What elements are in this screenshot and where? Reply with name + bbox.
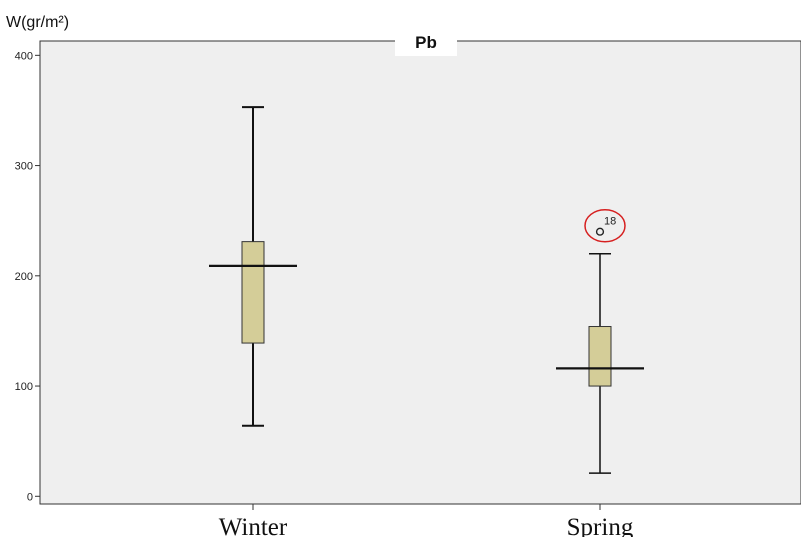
y-tick-label: 400 — [15, 50, 33, 62]
plot-area — [40, 41, 801, 504]
y-tick-label: 100 — [15, 381, 33, 393]
x-axis-categories: Winter Spring — [219, 504, 634, 537]
y-axis-ticks: 0 100 200 300 400 — [15, 50, 40, 503]
chart-title: Pb — [415, 33, 437, 52]
outlier-label: 18 — [604, 216, 616, 228]
x-category-label: Winter — [219, 514, 288, 537]
iqr-box — [589, 327, 611, 387]
iqr-box — [242, 242, 264, 343]
x-category-label: Spring — [567, 514, 634, 537]
y-tick-label: 0 — [27, 491, 33, 503]
y-tick-label: 200 — [15, 271, 33, 283]
y-axis-label: W(gr/m²) — [6, 14, 69, 31]
y-tick-label: 300 — [15, 161, 33, 173]
